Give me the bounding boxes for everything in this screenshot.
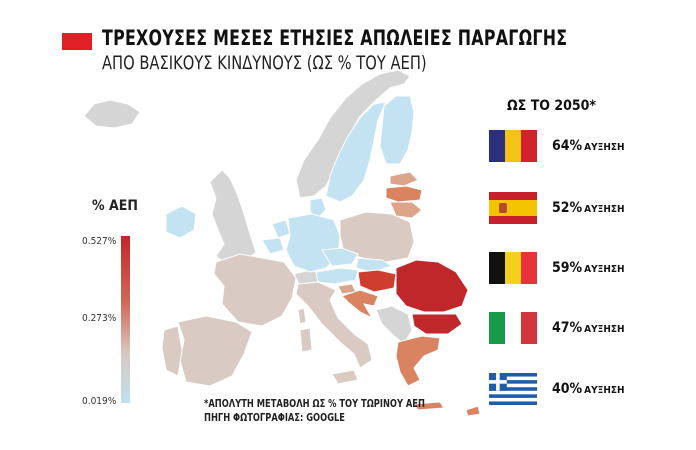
region-crete <box>413 401 445 411</box>
region-greece <box>395 335 441 387</box>
region-spain <box>177 315 253 387</box>
projection-word: ΑΥΞΗΣΗ <box>584 385 625 396</box>
region-poland <box>339 211 415 263</box>
region-bulgaria <box>411 313 463 335</box>
projection-value: 47% <box>552 320 583 336</box>
projection-row-greece: 40% ΑΥΞΗΣΗ <box>552 381 625 397</box>
region-croatia <box>341 289 379 320</box>
region-hungary <box>357 269 397 293</box>
region-cyprus <box>465 405 481 417</box>
region-corsica <box>297 307 307 325</box>
region-sweden <box>325 101 387 203</box>
projection-word: ΑΥΞΗΣΗ <box>584 324 625 335</box>
region-estonia <box>389 171 419 187</box>
greece-flag-icon <box>489 373 537 405</box>
legend-max-label: 0.527% <box>82 236 117 247</box>
map-title: ΤΡΕΧΟΥΣΕΣ ΜΕΣΕΣ ΕΤΗΣΙΕΣ ΑΠΩΛΕΙΕΣ ΠΑΡΑΓΩΓ… <box>102 26 568 50</box>
projection-value: 40% <box>552 381 583 397</box>
region-lithuania <box>389 201 423 219</box>
title-marker <box>62 33 92 50</box>
footnote-line-1: *ΑΠΟΛΥΤΗ ΜΕΤΑΒΟΛΗ ΩΣ % ΤΟΥ ΤΩΡΙΝΟΥ ΑΕΠ <box>204 398 425 410</box>
region-latvia <box>385 185 423 203</box>
region-balkans <box>375 305 413 345</box>
spain-flag-icon <box>489 192 537 224</box>
region-sicily <box>331 369 359 385</box>
legend-min-label: 0.019% <box>82 396 117 407</box>
region-netherlands <box>271 219 291 239</box>
region-belgium <box>261 237 285 255</box>
region-sardinia <box>299 327 313 353</box>
eu-land <box>161 95 481 417</box>
legend-title: % ΑΕΠ <box>92 198 138 214</box>
region-italy <box>295 281 373 369</box>
projection-row-romania: 64% ΑΥΞΗΣΗ <box>552 138 625 154</box>
romania-flag-icon <box>489 130 537 162</box>
projection-value: 64% <box>552 138 583 154</box>
projection-word: ΑΥΞΗΣΗ <box>584 264 625 275</box>
projection-title: ΩΣ ΤΟ 2050* <box>507 98 597 114</box>
legend-color-bar <box>121 236 130 403</box>
projection-value: 59% <box>552 260 583 276</box>
region-france <box>213 253 297 327</box>
region-romania <box>395 259 469 313</box>
region-portugal <box>161 325 183 377</box>
region-czechia <box>321 247 359 267</box>
map-subtitle: ΑΠΟ ΒΑΣΙΚΟΥΣ ΚΙΝΔΥΝΟΥΣ (ΩΣ % ΤΟΥ ΑΕΠ) <box>102 52 427 74</box>
region-finland <box>379 95 415 165</box>
projection-row-italy: 47% ΑΥΞΗΣΗ <box>552 320 625 336</box>
projection-word: ΑΥΞΗΣΗ <box>584 142 625 153</box>
legend-mid-label: 0.273% <box>82 313 117 324</box>
projection-word: ΑΥΞΗΣΗ <box>584 204 625 215</box>
belgium-flag-icon <box>489 252 537 284</box>
region-ireland <box>165 205 197 239</box>
italy-flag-icon <box>489 312 537 344</box>
projection-row-belgium: 59% ΑΥΞΗΣΗ <box>552 260 625 276</box>
region-slovakia <box>355 257 394 273</box>
projection-value: 52% <box>552 200 583 216</box>
footnote-source: ΠΗΓΗ ΦΩΤΟΓΡΑΦΙΑΣ: GOOGLE <box>204 412 345 424</box>
region-iceland <box>83 99 141 129</box>
region-austria <box>315 267 359 285</box>
projection-row-spain: 52% ΑΥΞΗΣΗ <box>552 200 625 216</box>
region-denmark <box>309 197 327 219</box>
region-uk <box>209 169 257 267</box>
